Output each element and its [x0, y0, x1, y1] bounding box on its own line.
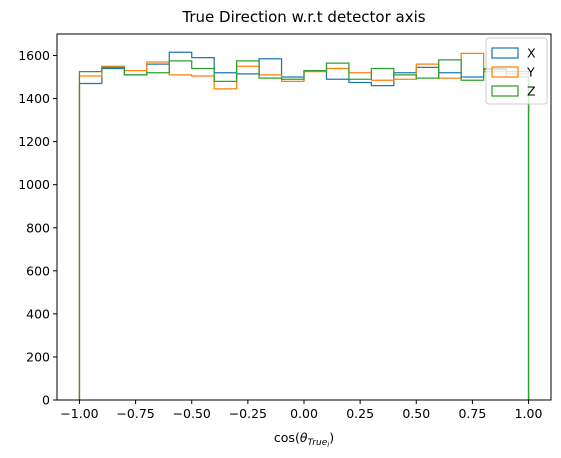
y-tick-label: 400	[26, 306, 50, 321]
chart-title: True Direction w.r.t detector axis	[181, 8, 425, 26]
y-tick-label: 1000	[18, 177, 50, 192]
series-layer	[78, 51, 530, 400]
legend-label-x: X	[527, 46, 536, 61]
series-z-step	[78, 59, 530, 400]
y-tick-label: 1600	[18, 48, 50, 63]
legend-label-z: Z	[527, 84, 536, 99]
x-axis-label-prefix: cos(	[274, 430, 300, 445]
x-tick-label: −0.50	[173, 406, 211, 421]
x-tick-label: −1.00	[60, 406, 98, 421]
x-tick-label: −0.75	[116, 406, 154, 421]
y-tick-label: 800	[26, 220, 50, 235]
y-tick-label: 200	[26, 349, 50, 364]
x-axis-label-theta: θ	[300, 430, 308, 445]
x-tick-label: 0.00	[290, 406, 318, 421]
y-tick-label: 1400	[18, 91, 50, 106]
x-tick-label: −0.25	[229, 406, 267, 421]
x-tick-label: 0.50	[402, 406, 430, 421]
legend-swatch-y	[491, 66, 519, 78]
y-tick-label: 600	[26, 263, 50, 278]
legend-box	[485, 37, 548, 105]
x-axis-label-close: )	[329, 430, 334, 445]
x-tick-label: 0.25	[346, 406, 374, 421]
series-x-step	[78, 51, 530, 400]
legend-label-y: Y	[526, 65, 535, 80]
x-tick-label: 0.75	[458, 406, 486, 421]
axes-layer: −1.00 −0.75 −0.50 −0.25 0.00 0.25 0.50 0.75 1.00…	[18, 33, 552, 421]
y-tick-label: 1200	[18, 134, 50, 149]
y-tick-label: 0	[42, 393, 50, 408]
legend-swatch-x	[491, 47, 519, 59]
x-tick-label: 1.00	[515, 406, 543, 421]
x-axis-label-subscript: True	[307, 438, 327, 448]
axes-frame	[56, 33, 552, 401]
series-y-step	[78, 52, 530, 400]
legend-swatch-z	[491, 85, 519, 97]
x-axis-label-subscript2: i	[327, 441, 329, 449]
x-axis-label: cos(θTruei)	[274, 430, 334, 449]
legend: XYZ	[485, 37, 548, 105]
